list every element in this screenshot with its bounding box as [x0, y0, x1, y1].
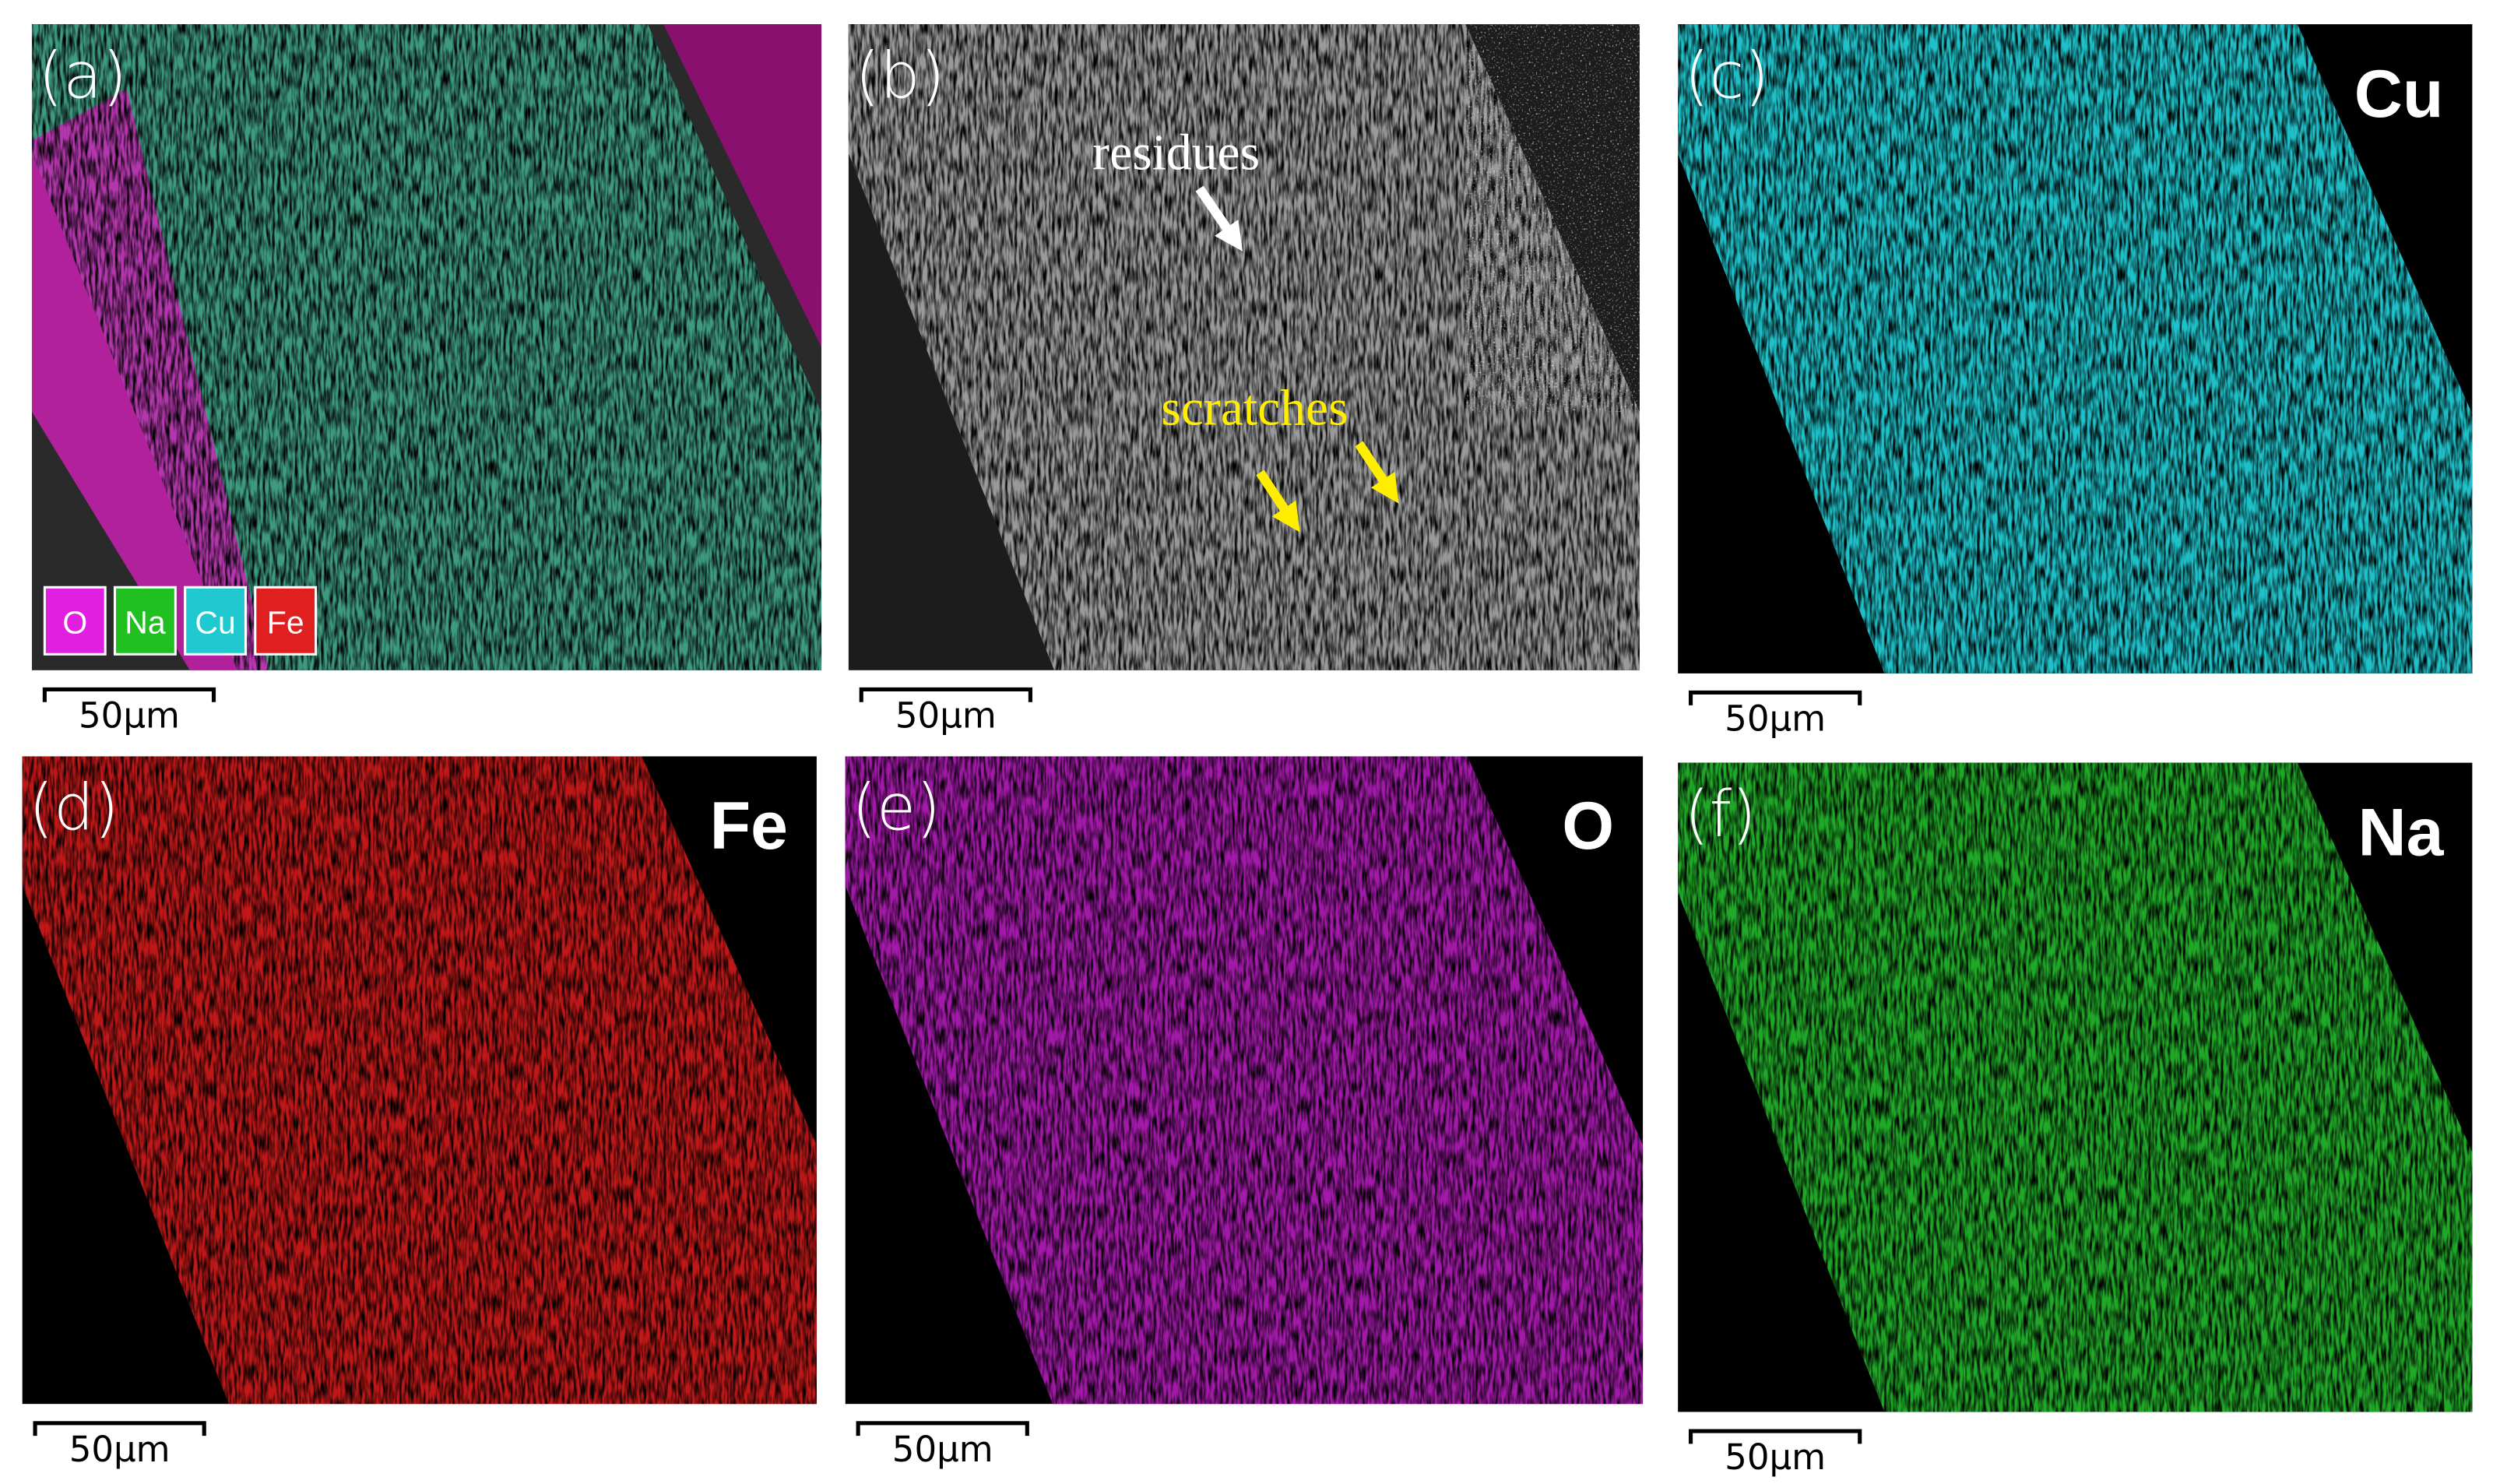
- panel-label: (a): [38, 39, 127, 113]
- scale-bar: [33, 1421, 206, 1437]
- scale-bar: [1688, 1429, 1862, 1444]
- legend-label: Fe: [267, 605, 304, 641]
- image-panel: (a) O Na Cu Fe 50μm: [31, 24, 822, 737]
- band-texture: [1678, 24, 2473, 673]
- scale-bar-label: 50μm: [892, 1429, 993, 1470]
- scale-bar: [856, 1421, 1029, 1437]
- element-label: Fe: [710, 789, 788, 863]
- legend-swatch: [254, 586, 318, 656]
- scale-bar-label: 50μm: [79, 695, 180, 737]
- annotation: scratches: [1161, 380, 1348, 436]
- annotation-arrow: [1256, 469, 1300, 533]
- annotation-arrow: [1355, 441, 1399, 504]
- legend-swatch: [113, 586, 177, 656]
- legend-label: Na: [125, 605, 166, 641]
- debris: [1465, 24, 1640, 412]
- legend-label: O: [62, 605, 87, 641]
- annotation: residues: [1092, 125, 1260, 181]
- legend-swatch: [184, 586, 248, 656]
- panel-label: (e): [852, 772, 941, 846]
- element-label: Cu: [2354, 57, 2444, 132]
- legend-swatch: [43, 586, 107, 656]
- element-label: Na: [2358, 795, 2445, 870]
- scale-bar: [859, 687, 1032, 702]
- scale-bar-label: 50μm: [1725, 698, 1826, 740]
- scale-bar-label: 50μm: [1725, 1437, 1826, 1478]
- band-texture: [22, 756, 817, 1405]
- magenta-corner: [663, 24, 822, 347]
- band-texture: [31, 24, 822, 670]
- legend-label: Cu: [195, 605, 235, 641]
- element-label: O: [1562, 789, 1614, 863]
- annotation-arrow: [1195, 185, 1243, 251]
- panel-label: (f): [1684, 778, 1756, 852]
- scale-bar-label: 50μm: [69, 1429, 171, 1470]
- panel-label: (c): [1684, 39, 1769, 113]
- band-texture: [845, 756, 1644, 1405]
- image-panel: (c) Cu 50μm: [1678, 24, 2473, 740]
- image-panel: (d) Fe 50μm: [22, 756, 817, 1470]
- panel-label: (d): [29, 772, 119, 846]
- image-panel: (f) Na 50μm: [1678, 762, 2473, 1478]
- scale-bar-label: 50μm: [895, 695, 997, 737]
- band-texture: [848, 24, 1640, 670]
- scale-bar: [1688, 690, 1862, 705]
- image-panel: (e) O 50μm: [845, 756, 1644, 1470]
- scale-bar: [42, 687, 216, 702]
- image-panel: (b) residues scratches 50μm: [848, 24, 1640, 737]
- panel-label: (b): [855, 39, 945, 113]
- band-texture: [1678, 762, 2473, 1412]
